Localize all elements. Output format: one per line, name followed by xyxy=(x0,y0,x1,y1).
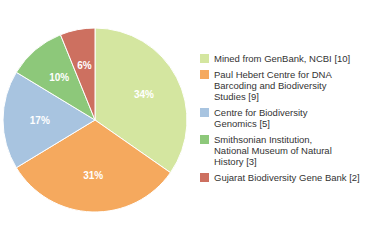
svg-text:10%: 10% xyxy=(49,72,69,83)
svg-text:31%: 31% xyxy=(83,170,103,181)
svg-text:34%: 34% xyxy=(134,89,154,100)
svg-text:6%: 6% xyxy=(77,60,92,71)
html-text:Mined from GenBank, NCBI [10]: Mined from GenBank, NCBI [10] xyxy=(214,52,351,64)
html-text:Centre for Biodiversity Genomi: Centre for Biodiversity Genomics [5] xyxy=(214,106,308,129)
html-text:Gujarat Biodiversity Gene Bank: Gujarat Biodiversity Gene Bank [2] xyxy=(214,171,360,183)
html-text:Smithsonian Institution, Natio: Smithsonian Institution, National Museum… xyxy=(214,133,332,167)
html-text:Paul Hebert Centre for DNA Bar: Paul Hebert Centre for DNA Barcoding and… xyxy=(214,68,332,102)
svg-text:17%: 17% xyxy=(30,115,50,126)
